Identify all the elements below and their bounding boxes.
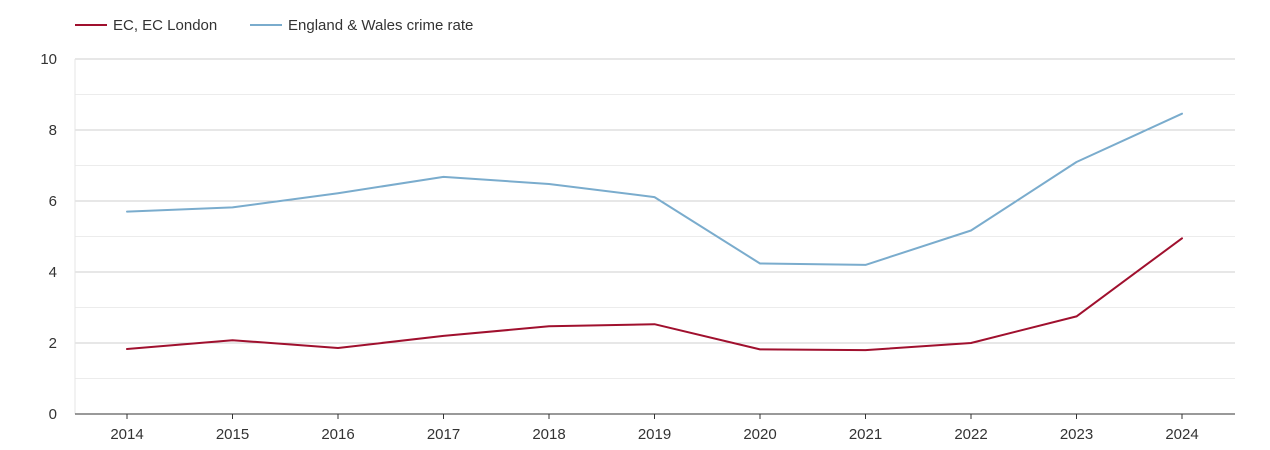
gridlines xyxy=(75,58,1235,379)
legend-label-ec-london: EC, EC London xyxy=(113,17,217,34)
y-tick-label: 0 xyxy=(49,406,57,423)
legend: EC, EC London England & Wales crime rate xyxy=(75,17,473,34)
x-tick-label: 2021 xyxy=(849,426,882,443)
y-tick-label: 10 xyxy=(40,51,57,68)
x-tick-label: 2024 xyxy=(1165,426,1198,443)
x-tick-label: 2022 xyxy=(954,426,987,443)
x-tick-label: 2023 xyxy=(1060,426,1093,443)
series-line-ec-ec-london[interactable] xyxy=(126,237,1183,352)
x-tick-label: 2019 xyxy=(638,426,671,443)
legend-label-england-wales: England & Wales crime rate xyxy=(288,17,473,34)
series-line-england-wales-crime-rate[interactable] xyxy=(126,112,1183,266)
x-tick-label: 2018 xyxy=(532,426,565,443)
x-tick-label: 2020 xyxy=(743,426,776,443)
y-axis: 0 2 4 6 8 10 xyxy=(40,51,76,423)
legend-item-1[interactable]: England & Wales crime rate xyxy=(250,17,473,34)
x-tick-label: 2014 xyxy=(110,426,143,443)
y-tick-label: 4 xyxy=(49,264,57,281)
x-tick-label: 2016 xyxy=(321,426,354,443)
x-tick-label: 2017 xyxy=(427,426,460,443)
y-tick-label: 6 xyxy=(49,193,57,210)
legend-item-0[interactable]: EC, EC London xyxy=(75,17,217,34)
y-tick-label: 2 xyxy=(49,335,57,352)
y-tick-label: 8 xyxy=(49,122,57,139)
x-tick-label: 2015 xyxy=(216,426,249,443)
x-axis: 2014 2015 2016 2017 2018 2019 2020 2021 2022 2023… xyxy=(75,413,1235,443)
series-lines xyxy=(126,112,1183,352)
